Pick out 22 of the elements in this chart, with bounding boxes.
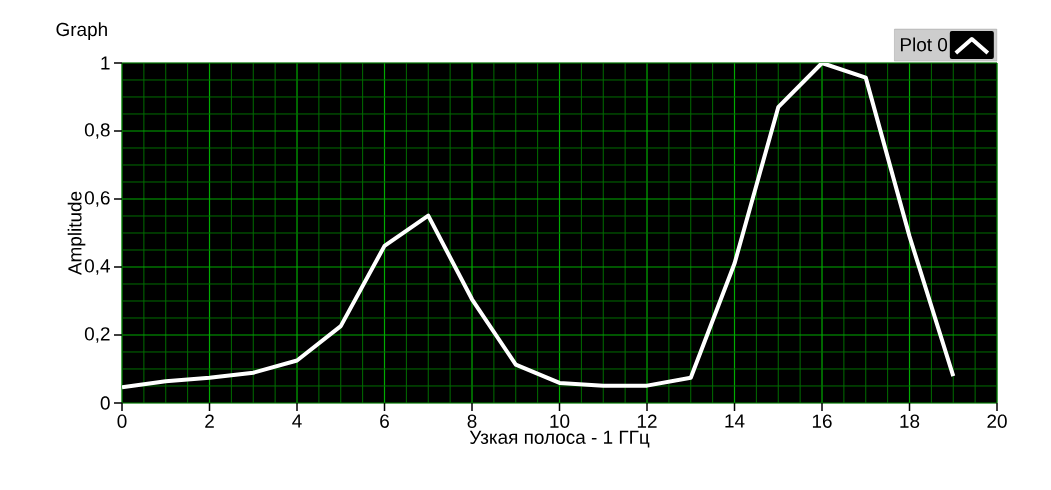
x-tick-label: 0 [117, 414, 127, 428]
chart-title: Graph [56, 22, 107, 40]
y-tick-label: 1 [101, 56, 110, 70]
y-tick-label: 0,8 [84, 123, 110, 139]
y-tick-label: 0 [100, 396, 110, 410]
x-tick-label: 2 [205, 414, 214, 428]
x-tick-label: 16 [812, 414, 832, 428]
x-tick-label: 12 [637, 414, 657, 428]
x-tick-label: 10 [550, 414, 570, 428]
x-tick-label: 18 [900, 414, 920, 428]
x-tick-label: 20 [987, 414, 1007, 428]
legend-label: Plot 0 [900, 37, 948, 52]
y-axis-title: Amplitude [67, 191, 86, 276]
y-tick-label: 0,4 [84, 259, 110, 275]
x-axis-title: Узкая полоса - 1 ГГц [469, 430, 650, 448]
y-tick-label: 0,2 [84, 327, 110, 343]
x-tick-label: 8 [467, 414, 477, 428]
x-tick-label: 4 [292, 414, 302, 428]
line-series [122, 62, 956, 390]
x-tick-label: 6 [380, 414, 389, 428]
x-tick-label: 14 [725, 414, 745, 428]
y-tick-label: 0,6 [84, 191, 110, 207]
